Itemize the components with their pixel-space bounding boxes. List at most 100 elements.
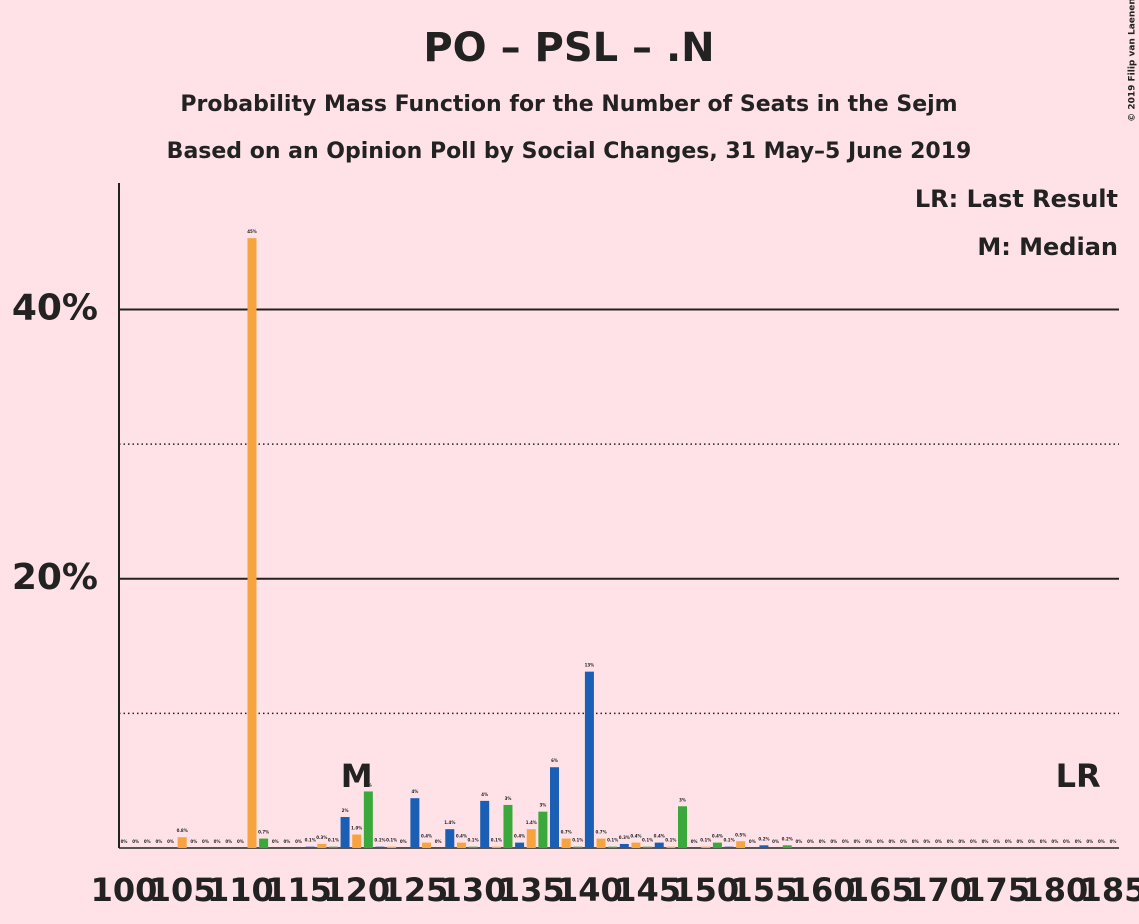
- value-label: 0.1%: [665, 838, 676, 843]
- value-label: 0%: [167, 839, 174, 844]
- value-label: 6%: [551, 758, 558, 763]
- value-label: 4%: [411, 789, 418, 794]
- value-label: 0%: [819, 839, 826, 844]
- x-tick-label: 105: [149, 871, 216, 909]
- bar: [561, 838, 571, 848]
- value-label: 0%: [435, 839, 442, 844]
- bar: [491, 846, 501, 848]
- value-label: 3%: [539, 803, 546, 808]
- value-label: 0.1%: [328, 838, 339, 843]
- value-label: 0.4%: [630, 834, 641, 839]
- value-label: 0%: [912, 839, 919, 844]
- value-label: 0.2%: [758, 836, 769, 841]
- value-label: 0.1%: [491, 838, 502, 843]
- value-label: 0%: [202, 839, 209, 844]
- value-label: 4%: [481, 792, 488, 797]
- x-tick-label: 115: [265, 871, 332, 909]
- value-label: 3%: [505, 796, 512, 801]
- value-label: 0.1%: [642, 838, 653, 843]
- x-tick-label: 120: [323, 871, 390, 909]
- x-tick-label: 130: [440, 871, 507, 909]
- value-label: 0%: [1040, 839, 1047, 844]
- value-label: 0%: [993, 839, 1000, 844]
- y-tick-label: 20%: [12, 557, 98, 598]
- bar: [526, 829, 536, 848]
- x-tick-label: 125: [381, 871, 448, 909]
- bar: [701, 846, 711, 848]
- value-label: 0.4%: [514, 834, 525, 839]
- value-label: 0.1%: [700, 838, 711, 843]
- bar: [363, 791, 373, 848]
- bar: [480, 800, 490, 848]
- value-label: 0.7%: [258, 830, 269, 835]
- value-label: 0.4%: [421, 834, 432, 839]
- value-label: 0%: [1017, 839, 1024, 844]
- value-label: 0.7%: [596, 830, 607, 835]
- bar: [631, 842, 641, 848]
- x-tick-label: 185: [1080, 871, 1139, 909]
- bar: [305, 846, 315, 848]
- x-tick-label: 145: [614, 871, 681, 909]
- value-label: 1.4%: [444, 820, 455, 825]
- x-tick-label: 110: [207, 871, 274, 909]
- value-label: 0%: [1098, 839, 1105, 844]
- value-label: 0%: [900, 839, 907, 844]
- value-label: 0%: [295, 839, 302, 844]
- bar: [573, 846, 583, 848]
- value-label: 0%: [1005, 839, 1012, 844]
- legend-note: LR: Last Result: [915, 185, 1118, 213]
- annotation: M: [341, 757, 373, 795]
- bar: [666, 846, 676, 848]
- value-label: 0%: [1086, 839, 1093, 844]
- value-label: 0%: [1028, 839, 1035, 844]
- value-label: 0.1%: [386, 838, 397, 843]
- value-label: 0.8%: [177, 828, 188, 833]
- x-tick-label: 160: [789, 871, 856, 909]
- x-tick-label: 140: [556, 871, 623, 909]
- value-label: 0.5%: [735, 832, 746, 837]
- value-label: 0%: [1110, 839, 1117, 844]
- bar: [456, 842, 466, 848]
- bar: [503, 804, 513, 848]
- value-label: 0.1%: [572, 838, 583, 843]
- value-label: 0%: [749, 839, 756, 844]
- bar: [584, 671, 594, 848]
- bar: [712, 842, 722, 848]
- copyright: © 2019 Filip van Laenen: [1128, 0, 1138, 122]
- value-label: 0.7%: [561, 830, 572, 835]
- value-label: 0%: [283, 839, 290, 844]
- bar: [619, 843, 629, 848]
- x-tick-label: 155: [731, 871, 798, 909]
- value-label: 0%: [144, 839, 151, 844]
- x-tick-label: 175: [963, 871, 1030, 909]
- value-label: 2%: [342, 808, 349, 813]
- x-tick-label: 100: [91, 871, 158, 909]
- bar: [608, 846, 618, 848]
- bar: [422, 842, 432, 848]
- value-label: 0%: [1051, 839, 1058, 844]
- bar: [445, 829, 455, 848]
- x-tick-label: 135: [498, 871, 565, 909]
- value-label: 0.4%: [712, 834, 723, 839]
- bar: [643, 846, 653, 848]
- value-label: 0.1%: [468, 838, 479, 843]
- value-label: 1.0%: [351, 826, 362, 831]
- bar: [736, 841, 746, 848]
- bar: [328, 846, 338, 848]
- value-label: 0%: [854, 839, 861, 844]
- bar: [724, 846, 734, 848]
- value-label: 0.4%: [654, 834, 665, 839]
- value-label: 0.2%: [782, 836, 793, 841]
- value-label: 4%: [365, 782, 372, 787]
- value-label: 0%: [1063, 839, 1070, 844]
- value-label: 1.4%: [526, 820, 537, 825]
- bar: [550, 767, 560, 848]
- value-label: 0%: [190, 839, 197, 844]
- value-label: 0%: [947, 839, 954, 844]
- chart-title: PO – PSL – .N: [423, 25, 714, 71]
- bar: [677, 806, 687, 848]
- value-label: 0%: [214, 839, 221, 844]
- value-label: 45%: [247, 229, 257, 234]
